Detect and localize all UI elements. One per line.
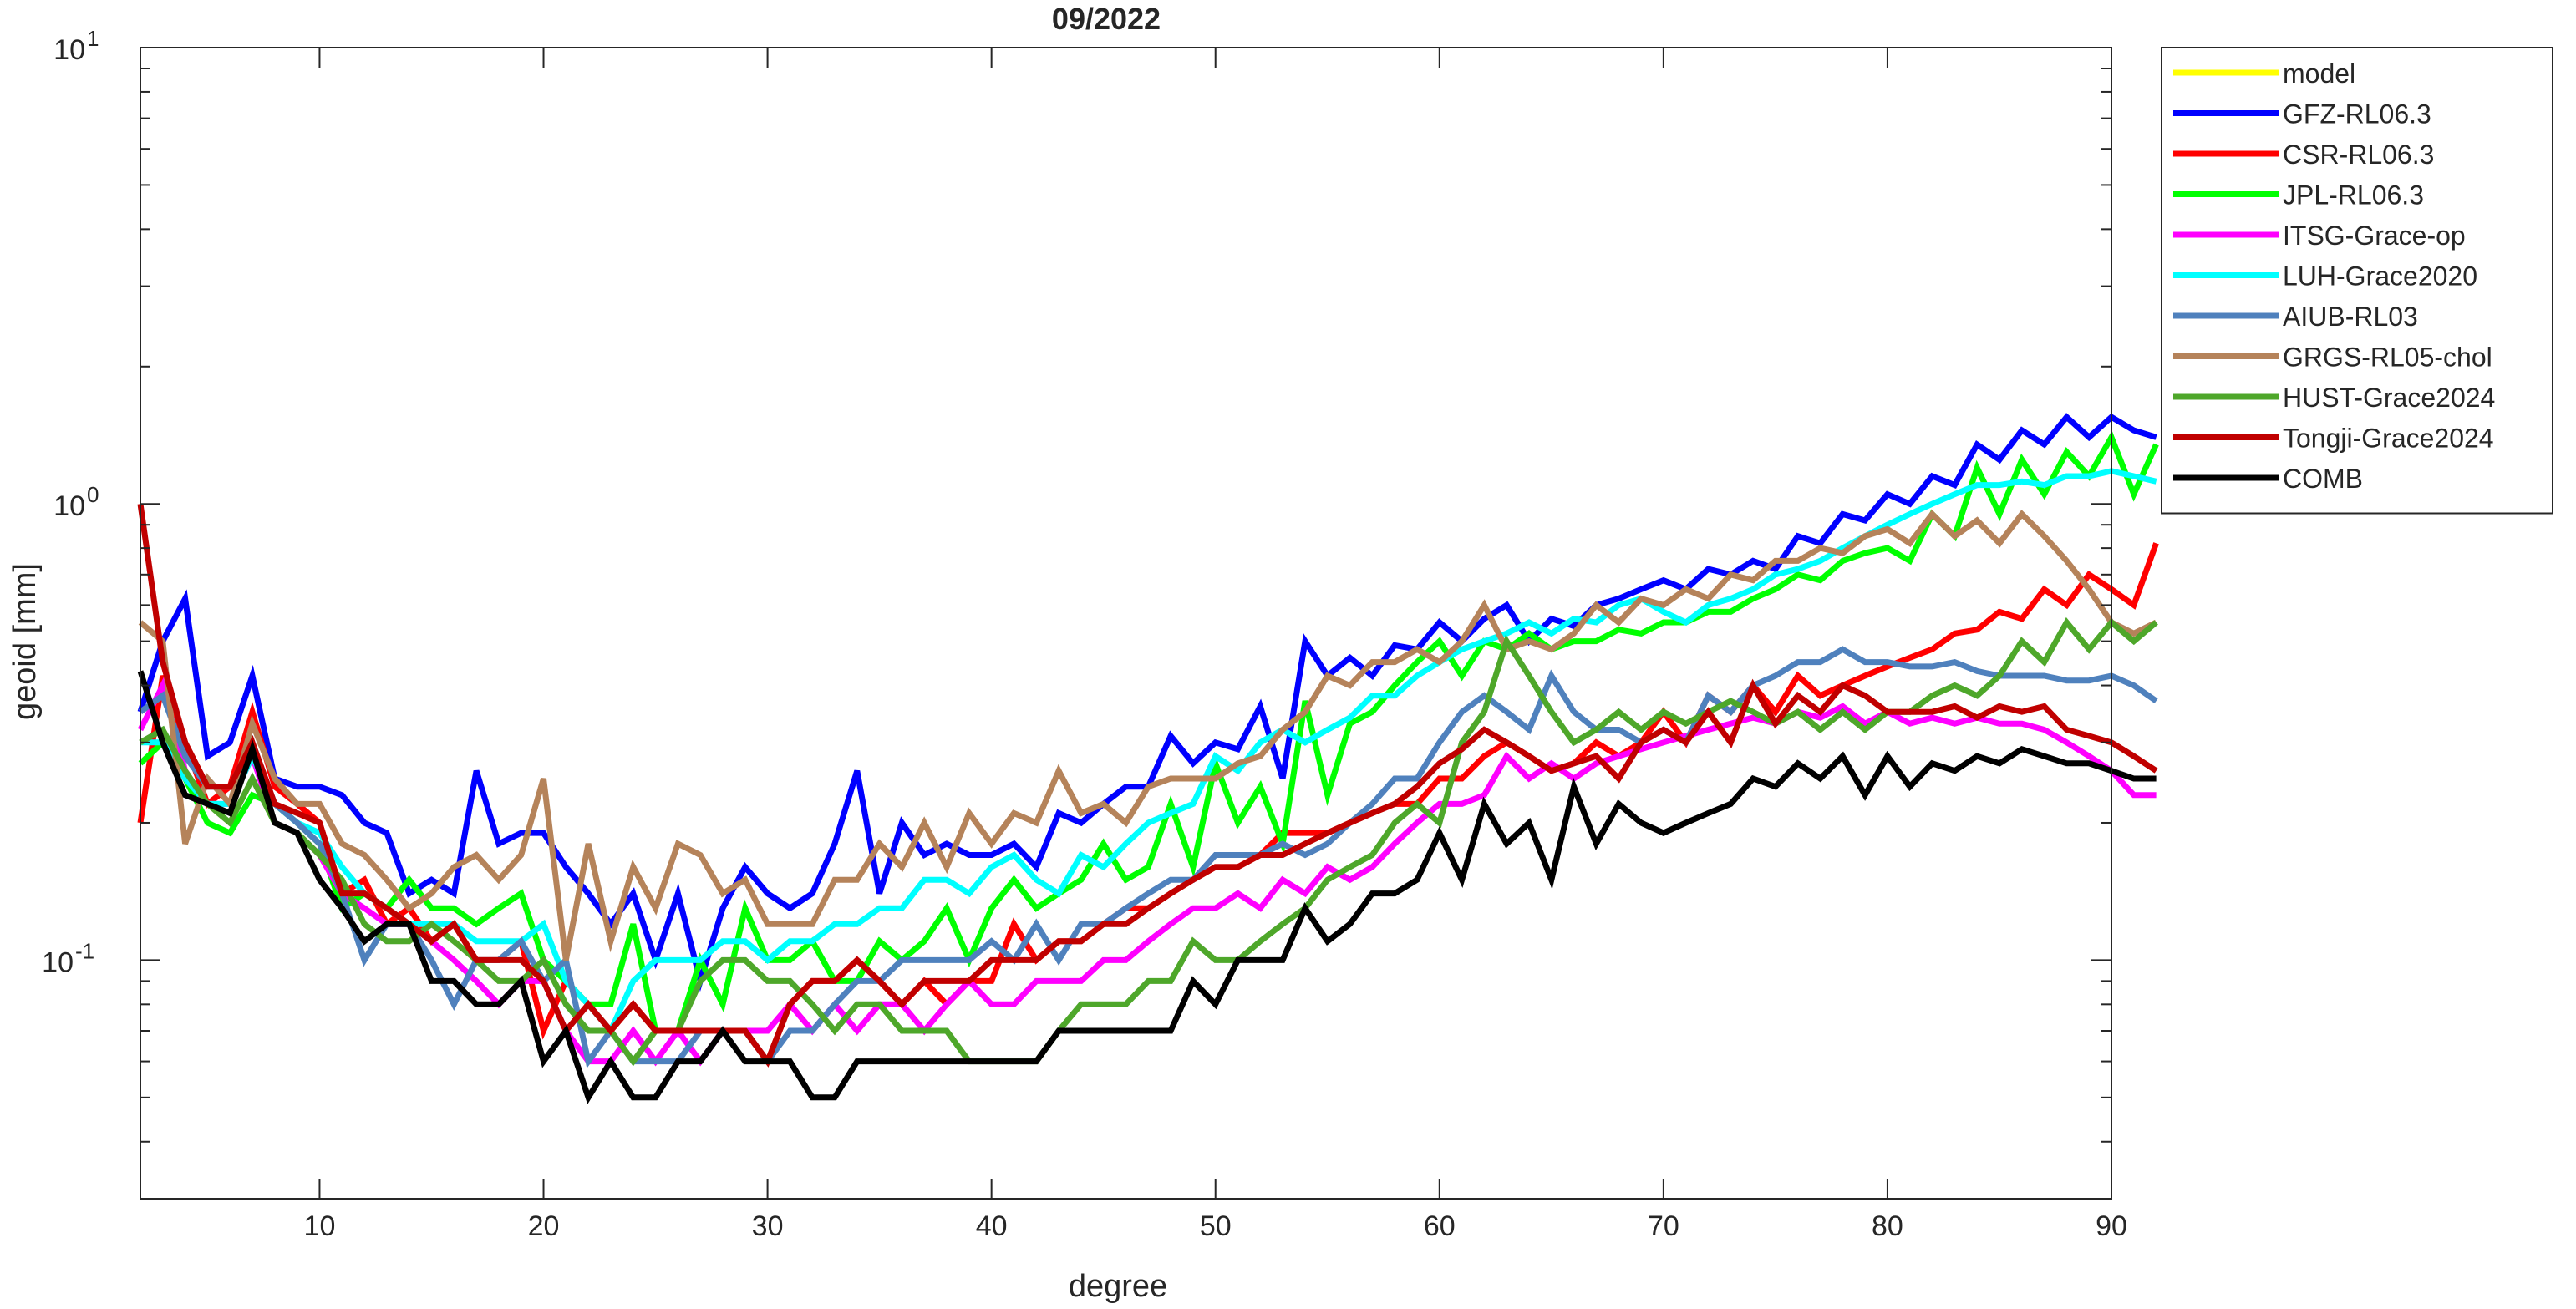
series-line-3 <box>138 430 2159 1034</box>
x-tick-label-5: 60 <box>1424 1210 1456 1242</box>
legend-label-10: COMB <box>2283 464 2363 494</box>
axes-box <box>140 47 2112 1200</box>
legend-label-6: AIUB-RL03 <box>2283 302 2418 332</box>
legend-label-2: CSR-RL06.3 <box>2283 140 2434 170</box>
y-tick-exponent: 0 <box>87 482 99 507</box>
y-tick-label-0: 10 -1 <box>42 938 94 978</box>
y-tick-exponent: 1 <box>87 26 99 51</box>
legend-label-1: GFZ-RL06.3 <box>2283 99 2431 129</box>
y-axis-label: geoid [mm] <box>8 563 43 720</box>
series-line-9 <box>137 503 2158 1068</box>
x-axis-label: degree <box>1069 1269 1167 1304</box>
y-tick-label-1: 10 0 <box>53 482 99 522</box>
legend-label-4: ITSG-Grace-op <box>2283 221 2466 251</box>
legend-label-7: GRGS-RL05-chol <box>2283 342 2492 373</box>
legend-label-8: HUST-Grace2024 <box>2283 383 2495 413</box>
y-tick-base: 10 <box>42 946 74 978</box>
x-tick-label-6: 70 <box>1648 1210 1679 1242</box>
legend-label-5: LUH-Grace2020 <box>2283 261 2477 292</box>
x-tick-label-1: 20 <box>528 1210 560 1242</box>
y-tick-label-2: 10 1 <box>53 26 99 66</box>
series-layer <box>137 413 2159 1104</box>
legend-label-9: Tongji-Grace2024 <box>2283 424 2494 454</box>
y-tick-base: 10 <box>53 490 85 522</box>
plot-background <box>140 48 2111 1199</box>
legend-label-0: model <box>2283 58 2355 89</box>
series-line-10 <box>137 670 2157 1104</box>
x-tick-label-0: 10 <box>304 1210 336 1242</box>
chart-title: 09/2022 <box>1052 2 1161 36</box>
legend-label-3: JPL-RL06.3 <box>2283 180 2424 211</box>
x-tick-label-7: 80 <box>1872 1210 1903 1242</box>
x-tick-label-2: 30 <box>752 1210 784 1242</box>
series-line-4 <box>137 677 2157 1067</box>
x-tick-label-3: 40 <box>976 1210 1008 1242</box>
series-line-7 <box>138 510 2158 961</box>
y-tick-exponent: -1 <box>75 938 94 963</box>
legend: model GFZ-RL06.3 CSR-RL06.3 JPL-RL06.3 ITSG-… <box>2161 47 2553 515</box>
y-tick-base: 10 <box>53 34 85 66</box>
plot-area <box>140 48 2111 1199</box>
series-line-5 <box>140 468 2157 1037</box>
x-tick-label-8: 90 <box>2096 1210 2127 1242</box>
x-tick-label-4: 50 <box>1200 1210 1232 1242</box>
